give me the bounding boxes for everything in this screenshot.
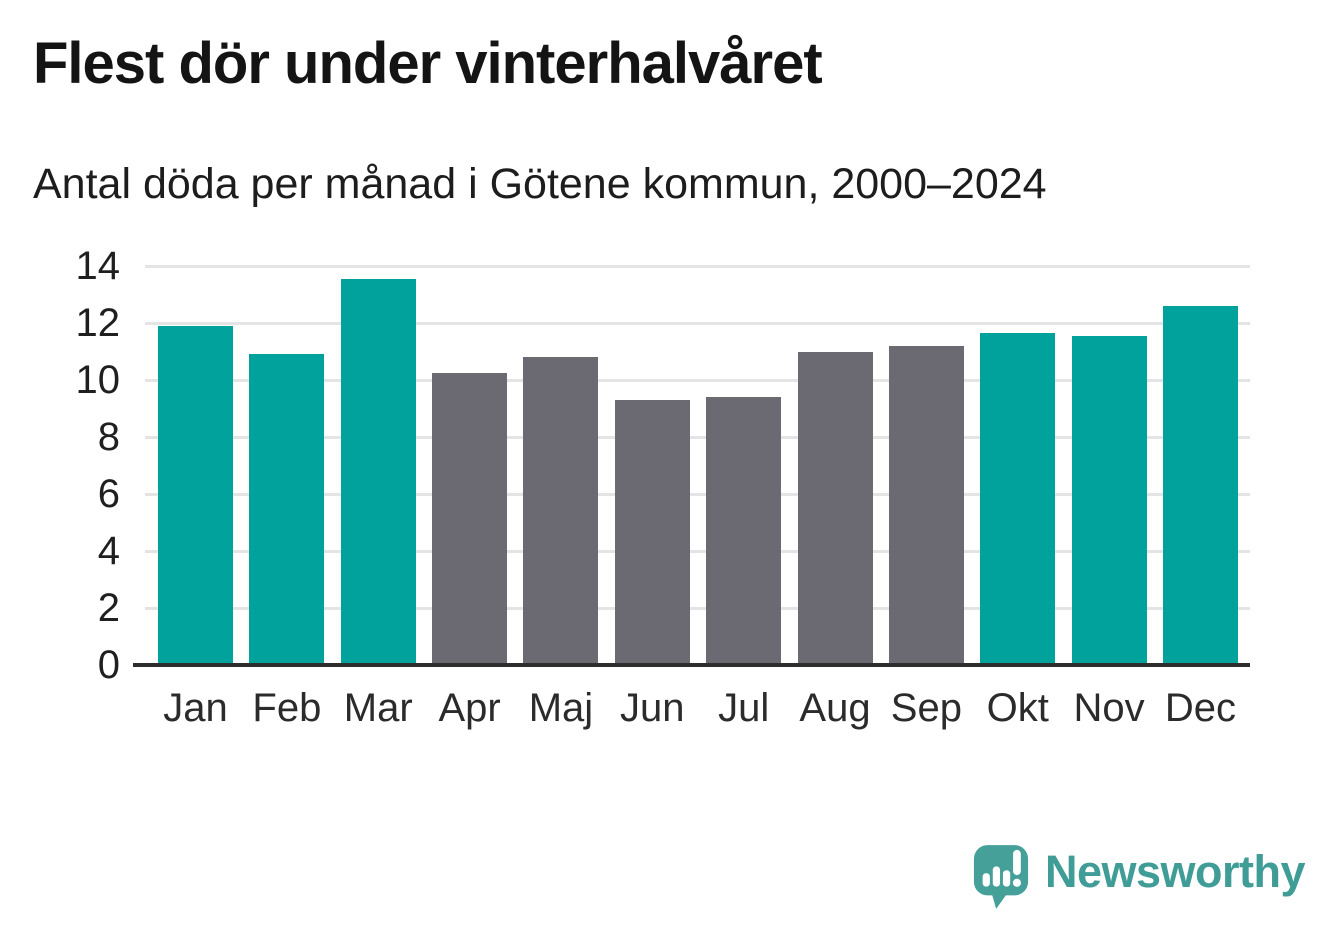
newsworthy-speech-bubble-chart-icon [973, 845, 1029, 909]
y-tick-label-2: 2 [97, 586, 120, 630]
x-tick-label-mar: Mar [343, 686, 413, 730]
gridline-12 [145, 322, 1250, 325]
x-tick-label-apr: Apr [438, 686, 501, 730]
x-axis: Jan Feb Mar Apr Maj Jun Jul Aug Sep Okt Nov Dec [145, 686, 1250, 730]
bar-jan [158, 325, 233, 665]
bar-sep [888, 345, 964, 665]
bar-aug [797, 351, 873, 665]
bar-nov [1071, 335, 1147, 665]
x-tick-label-jun: Jun [620, 686, 685, 730]
y-tick-label-6: 6 [97, 472, 120, 516]
gridline-8 [145, 436, 1250, 439]
gridline-2 [145, 607, 1250, 610]
x-axis-line [133, 663, 1250, 667]
newsworthy-logo: Newsworthy [972, 842, 1306, 912]
x-tick-label-dec: Dec [1164, 686, 1237, 730]
x-tick-label-feb: Feb [252, 686, 322, 730]
x-tick-label-jan: Jan [163, 686, 228, 730]
bar-jun [614, 399, 690, 665]
bar-jul [706, 397, 782, 665]
gridline-6 [145, 493, 1250, 496]
bar-series [145, 266, 1250, 665]
gridline-4 [145, 550, 1250, 553]
y-axis: 0 2 4 6 8 10 12 14 [0, 246, 121, 685]
y-tick-label-0: 0 [97, 643, 120, 687]
y-tick-label-10: 10 [75, 358, 121, 402]
y-tick-label-12: 12 [75, 301, 121, 345]
chart-subtitle: Antal döda per månad i Götene kommun, 20… [33, 160, 1047, 208]
y-tick-label-14: 14 [75, 244, 121, 288]
x-tick-label-aug: Aug [799, 686, 871, 730]
x-tick-label-nov: Nov [1073, 686, 1145, 730]
x-tick-label-sep: Sep [890, 686, 962, 730]
y-tick-label-8: 8 [97, 415, 120, 459]
x-tick-label-okt: Okt [986, 686, 1049, 730]
x-tick-label-maj: Maj [528, 686, 594, 730]
bar-mar [340, 278, 416, 665]
bar-apr [432, 372, 508, 665]
bar-okt [980, 332, 1056, 665]
gridline-14 [145, 265, 1250, 268]
gridline-10 [145, 379, 1250, 382]
newsworthy-wordmark: Newsworthy [1045, 846, 1306, 897]
y-tick-label-4: 4 [97, 529, 120, 573]
chart-plot-area [133, 265, 1250, 667]
bar-maj [523, 357, 599, 665]
chart-title: Flest dör under vinterhalvåret [33, 31, 823, 96]
bar-feb [249, 354, 325, 665]
x-tick-label-jul: Jul [718, 686, 770, 730]
bar-dec [1162, 305, 1238, 665]
